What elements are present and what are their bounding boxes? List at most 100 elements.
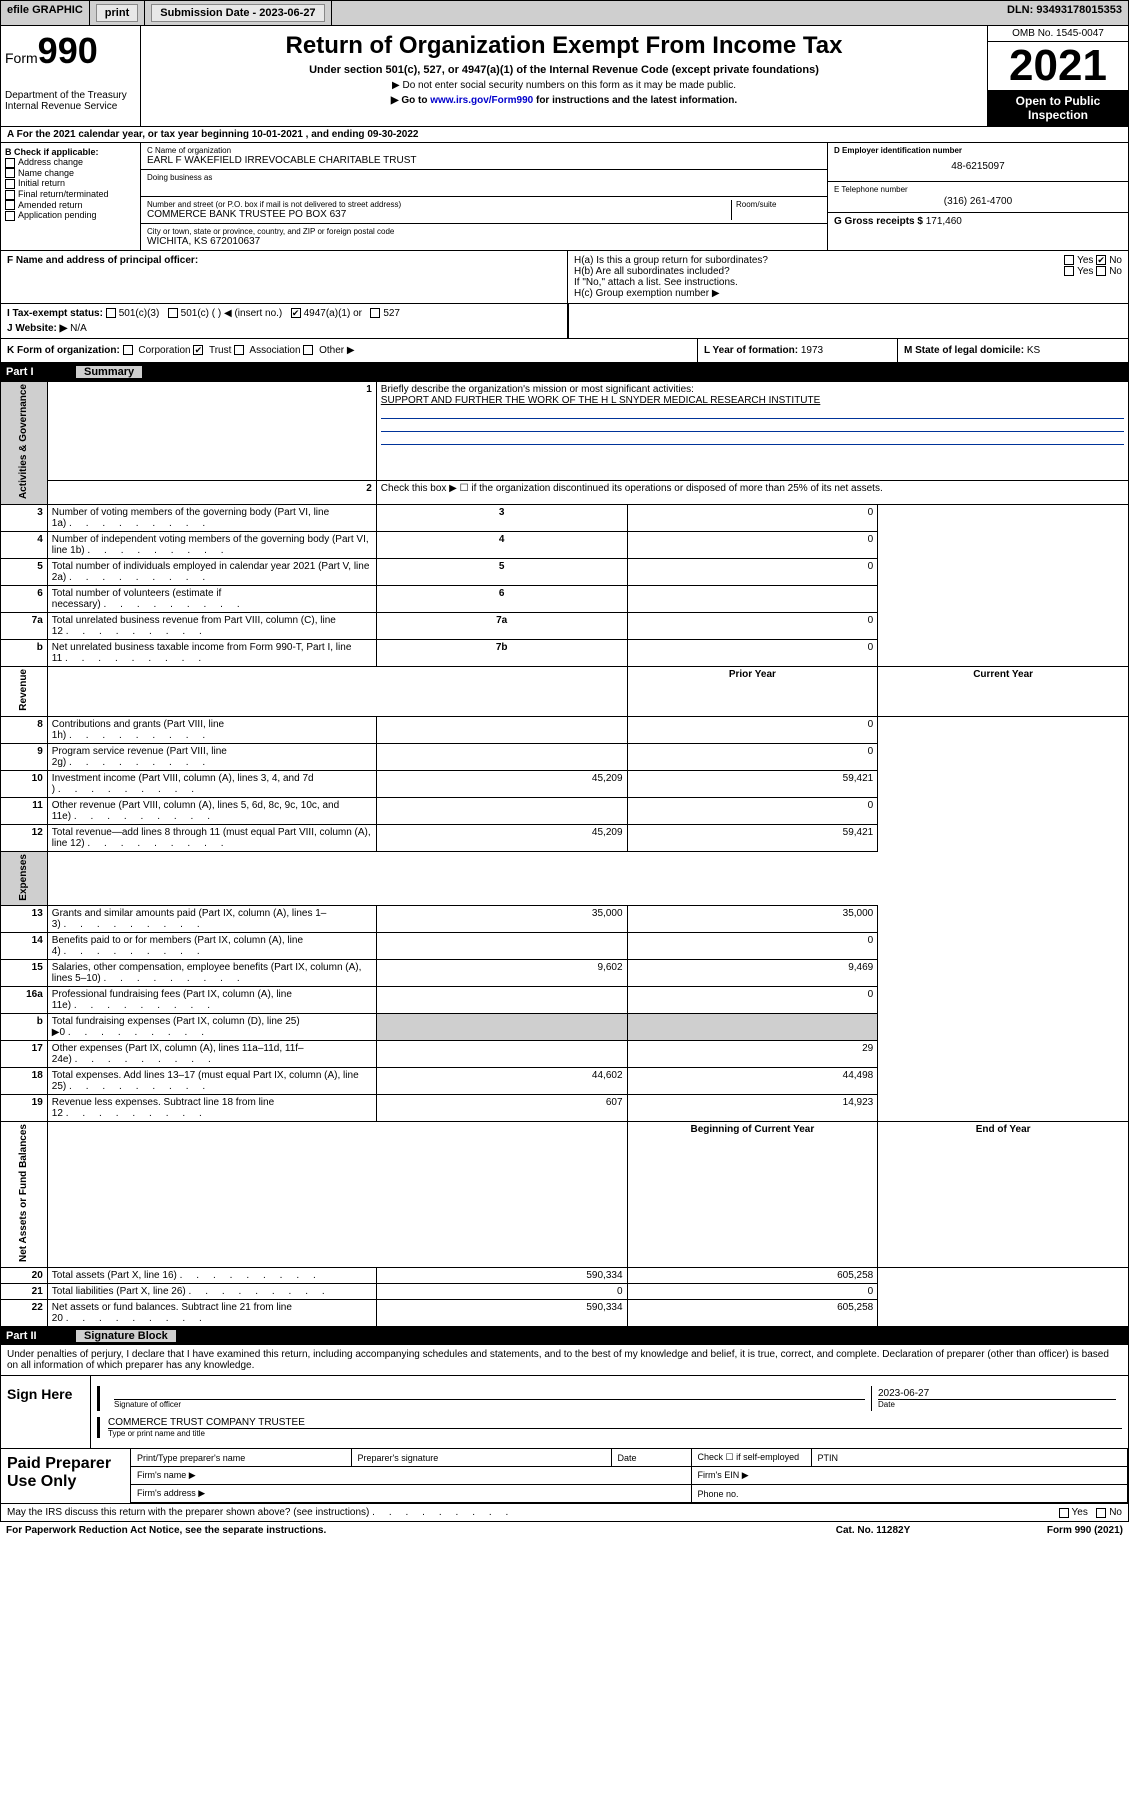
i-501c-checkbox[interactable]: [168, 308, 178, 318]
vhdr-expenses: Expenses: [18, 854, 29, 901]
penalty-statement: Under penalties of perjury, I declare th…: [1, 1345, 1128, 1376]
i-4947-checkbox[interactable]: ✔: [291, 308, 301, 318]
sign-here-label: Sign Here: [1, 1376, 91, 1448]
table-row: bNet unrelated business taxable income f…: [1, 640, 1129, 667]
box-k: K Form of organization: Corporation ✔ Tr…: [1, 339, 698, 362]
table-row: 3Number of voting members of the governi…: [1, 505, 1129, 532]
table-row: 22Net assets or fund balances. Subtract …: [1, 1300, 1129, 1327]
table-row: 19Revenue less expenses. Subtract line 1…: [1, 1095, 1129, 1122]
table-row: 15Salaries, other compensation, employee…: [1, 960, 1129, 987]
table-row: 10Investment income (Part VIII, column (…: [1, 770, 1129, 797]
form-title: Return of Organization Exempt From Incom…: [147, 32, 981, 60]
discuss-yes-checkbox[interactable]: [1059, 1508, 1069, 1518]
vhdr-revenue: Revenue: [18, 669, 29, 711]
submission-date: Submission Date - 2023-06-27: [145, 1, 331, 25]
street-address: COMMERCE BANK TRUSTEE PO BOX 637: [147, 209, 731, 220]
box-h: H(a) Is this a group return for subordin…: [568, 251, 1128, 303]
boxb-checkbox[interactable]: [5, 200, 15, 210]
tax-year: 2021: [988, 42, 1128, 90]
boxb-checkbox[interactable]: [5, 190, 15, 200]
box-deg: D Employer identification number48-62150…: [828, 143, 1128, 250]
boxk-checkbox[interactable]: [234, 345, 244, 355]
box-i: I Tax-exempt status: 501(c)(3) 501(c) ( …: [7, 308, 561, 319]
table-row: 20Total assets (Part X, line 16)590,3346…: [1, 1268, 1129, 1284]
irs-label: Internal Revenue Service: [5, 101, 136, 112]
ein: 48-6215097: [834, 155, 1122, 178]
ha-no-checkbox[interactable]: ✔: [1096, 255, 1106, 265]
table-row: 9Program service revenue (Part VIII, lin…: [1, 743, 1129, 770]
dept-treasury: Department of the Treasury: [5, 90, 136, 101]
dln-label: DLN: 93493178015353: [1001, 1, 1128, 25]
paid-preparer-label: Paid Preparer Use Only: [1, 1449, 131, 1503]
box-b: B Check if applicable: Address changeNam…: [1, 143, 141, 250]
table-row: 11Other revenue (Part VIII, column (A), …: [1, 797, 1129, 824]
box-f: F Name and address of principal officer:: [1, 251, 568, 303]
box-j: J Website: ▶ N/A: [7, 323, 561, 334]
i-527-checkbox[interactable]: [370, 308, 380, 318]
table-row: 5Total number of individuals employed in…: [1, 559, 1129, 586]
form990-link[interactable]: www.irs.gov/Form990: [430, 95, 533, 106]
boxk-checkbox[interactable]: ✔: [193, 345, 203, 355]
boxb-checkbox[interactable]: [5, 168, 15, 178]
table-row: 12Total revenue—add lines 8 through 11 (…: [1, 824, 1129, 851]
section-bcdeg: B Check if applicable: Address changeNam…: [0, 143, 1129, 251]
tax-period: A For the 2021 calendar year, or tax yea…: [0, 127, 1129, 143]
boxk-checkbox[interactable]: [123, 345, 133, 355]
boxb-checkbox[interactable]: [5, 211, 15, 221]
table-row: 4Number of independent voting members of…: [1, 532, 1129, 559]
section-ij: I Tax-exempt status: 501(c)(3) 501(c) ( …: [0, 304, 1129, 339]
form-word: Form: [5, 50, 38, 66]
print-button[interactable]: print: [90, 1, 145, 25]
discuss-row: May the IRS discuss this return with the…: [0, 1504, 1129, 1522]
instr-goto: ▶ Go to www.irs.gov/Form990 for instruct…: [147, 95, 981, 106]
table-row: 13Grants and similar amounts paid (Part …: [1, 906, 1129, 933]
table-row: 17Other expenses (Part IX, column (A), l…: [1, 1041, 1129, 1068]
i-501c3-checkbox[interactable]: [106, 308, 116, 318]
part1-header: Part I Summary: [0, 363, 1129, 381]
table-row: 16aProfessional fundraising fees (Part I…: [1, 987, 1129, 1014]
top-bar: efile GRAPHIC print Submission Date - 20…: [0, 0, 1129, 26]
gross-receipts: 171,460: [926, 216, 962, 227]
city-state-zip: WICHITA, KS 672010637: [147, 236, 821, 247]
paid-preparer-table: Print/Type preparer's name Preparer's si…: [131, 1449, 1128, 1503]
boxb-checkbox[interactable]: [5, 158, 15, 168]
omb-number: OMB No. 1545-0047: [988, 26, 1128, 42]
summary-table: Activities & Governance 1 Briefly descri…: [0, 381, 1129, 1327]
box-l: L Year of formation: 1973: [698, 339, 898, 362]
hb-no-checkbox[interactable]: [1096, 266, 1106, 276]
form-subtitle: Under section 501(c), 527, or 4947(a)(1)…: [147, 64, 981, 76]
table-row: 7aTotal unrelated business revenue from …: [1, 613, 1129, 640]
boxk-checkbox[interactable]: [303, 345, 313, 355]
vhdr-netassets: Net Assets or Fund Balances: [18, 1124, 29, 1262]
boxb-checkbox[interactable]: [5, 179, 15, 189]
website: N/A: [70, 323, 87, 334]
section-fh: F Name and address of principal officer:…: [0, 251, 1129, 304]
box-c: C Name of organizationEARL F WAKEFIELD I…: [141, 143, 828, 250]
instr-ssn: ▶ Do not enter social security numbers o…: [147, 80, 981, 91]
table-row: 8Contributions and grants (Part VIII, li…: [1, 716, 1129, 743]
org-name: EARL F WAKEFIELD IRREVOCABLE CHARITABLE …: [147, 155, 821, 166]
table-row: 21Total liabilities (Part X, line 26)00: [1, 1284, 1129, 1300]
hb-yes-checkbox[interactable]: [1064, 266, 1074, 276]
part2-header: Part II Signature Block: [0, 1327, 1129, 1345]
discuss-no-checkbox[interactable]: [1096, 1508, 1106, 1518]
ha-yes-checkbox[interactable]: [1064, 255, 1074, 265]
signature-block: Under penalties of perjury, I declare th…: [0, 1345, 1129, 1504]
phone: (316) 261-4700: [834, 194, 1122, 209]
table-row: 18Total expenses. Add lines 13–17 (must …: [1, 1068, 1129, 1095]
sig-date: 2023-06-27: [878, 1388, 929, 1399]
box-m: M State of legal domicile: KS: [898, 339, 1128, 362]
footer: For Paperwork Reduction Act Notice, see …: [0, 1522, 1129, 1539]
efile-label: efile GRAPHIC: [1, 1, 90, 25]
vhdr-governance: Activities & Governance: [18, 384, 29, 499]
table-row: 6Total number of volunteers (estimate if…: [1, 586, 1129, 613]
officer-name-title: COMMERCE TRUST COMPANY TRUSTEE: [108, 1417, 1122, 1428]
mission-text: SUPPORT AND FURTHER THE WORK OF THE H L …: [381, 395, 1124, 406]
form-header: Form990 Department of the Treasury Inter…: [0, 26, 1129, 127]
open-inspection: Open to Public Inspection: [988, 90, 1128, 126]
section-klm: K Form of organization: Corporation ✔ Tr…: [0, 339, 1129, 363]
table-row: 14Benefits paid to or for members (Part …: [1, 933, 1129, 960]
table-row: bTotal fundraising expenses (Part IX, co…: [1, 1014, 1129, 1041]
form-number: 990: [38, 30, 98, 71]
dba: [147, 182, 821, 193]
